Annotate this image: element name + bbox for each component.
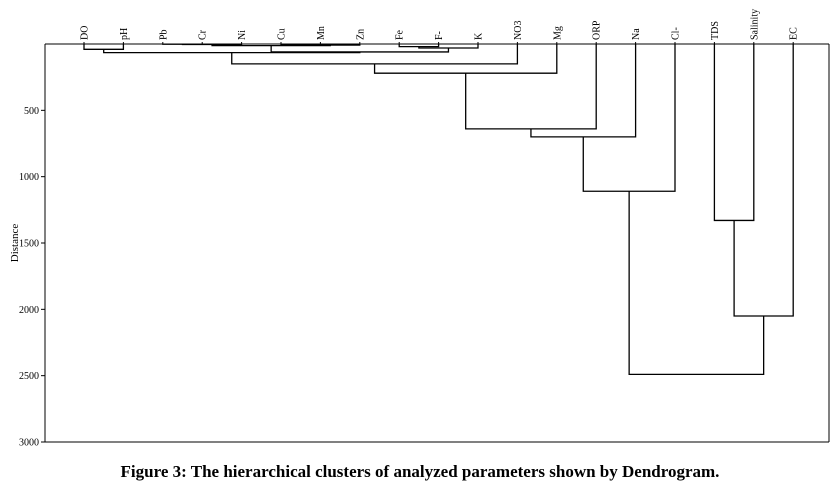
dendrogram-link (418, 44, 479, 49)
dendrogram-link (713, 44, 755, 222)
leaf-label: Cl- (671, 27, 682, 40)
dendrogram-link (181, 43, 243, 46)
dendrogram-link (103, 49, 361, 54)
dendrogram-links (83, 43, 794, 375)
leaf-label: Na (631, 28, 642, 40)
plot-frame (44, 43, 830, 443)
y-tick-label: 1000 (19, 172, 39, 183)
y-tick-label: 2500 (19, 371, 39, 382)
leaf-label: NO3 (513, 21, 524, 40)
leaf-label: pH (119, 28, 130, 40)
dendrogram-link (398, 44, 440, 48)
dendrogram-link (231, 44, 519, 65)
y-axis: 500 1000 1500 2000 2500 3000 (19, 106, 45, 449)
leaf-label: Zn (355, 29, 366, 40)
y-tick-label: 2000 (19, 305, 39, 316)
y-axis-label: Distance (9, 224, 21, 263)
leaf-label: Mg (552, 26, 563, 40)
leaf-label: Cr (198, 29, 209, 40)
leaf-label: K (474, 32, 485, 40)
dendrogram-link (530, 44, 637, 138)
leaf-label: Cu (277, 28, 288, 40)
leaf-labels: DO pH Pb Cr Ni Cu Mn Zn Fe F- K NO3 Mg ORP Na Cl- TDS Sal… (80, 9, 800, 44)
leaf-label: Salinity (749, 9, 760, 40)
leaf-label: Ni (237, 30, 248, 40)
figure-caption: Figure 3: The hierarchical clusters of a… (120, 462, 720, 481)
dendrogram-chart: DO pH Pb Cr Ni Cu Mn Zn Fe F- K NO3 Mg ORP Na Cl- TDS Sal… (9, 9, 830, 449)
leaf-label: Mn (316, 26, 327, 40)
leaf-label: F- (434, 31, 445, 40)
leaf-label: TDS (710, 21, 721, 40)
dendrogram-link (733, 44, 794, 317)
dendrogram-link (628, 191, 765, 375)
y-tick-label: 3000 (19, 438, 39, 449)
dendrogram-link (83, 44, 125, 50)
dendrogram-link (582, 44, 676, 192)
y-tick-label: 1500 (19, 239, 39, 250)
leaf-label: DO (80, 26, 91, 40)
leaf-label: Pb (158, 29, 169, 40)
leaf-label: ORP (592, 20, 603, 40)
dendrogram-link (465, 44, 597, 130)
leaf-label: EC (789, 27, 800, 40)
leaf-label: Fe (395, 29, 406, 40)
y-tick-label: 500 (24, 106, 39, 117)
